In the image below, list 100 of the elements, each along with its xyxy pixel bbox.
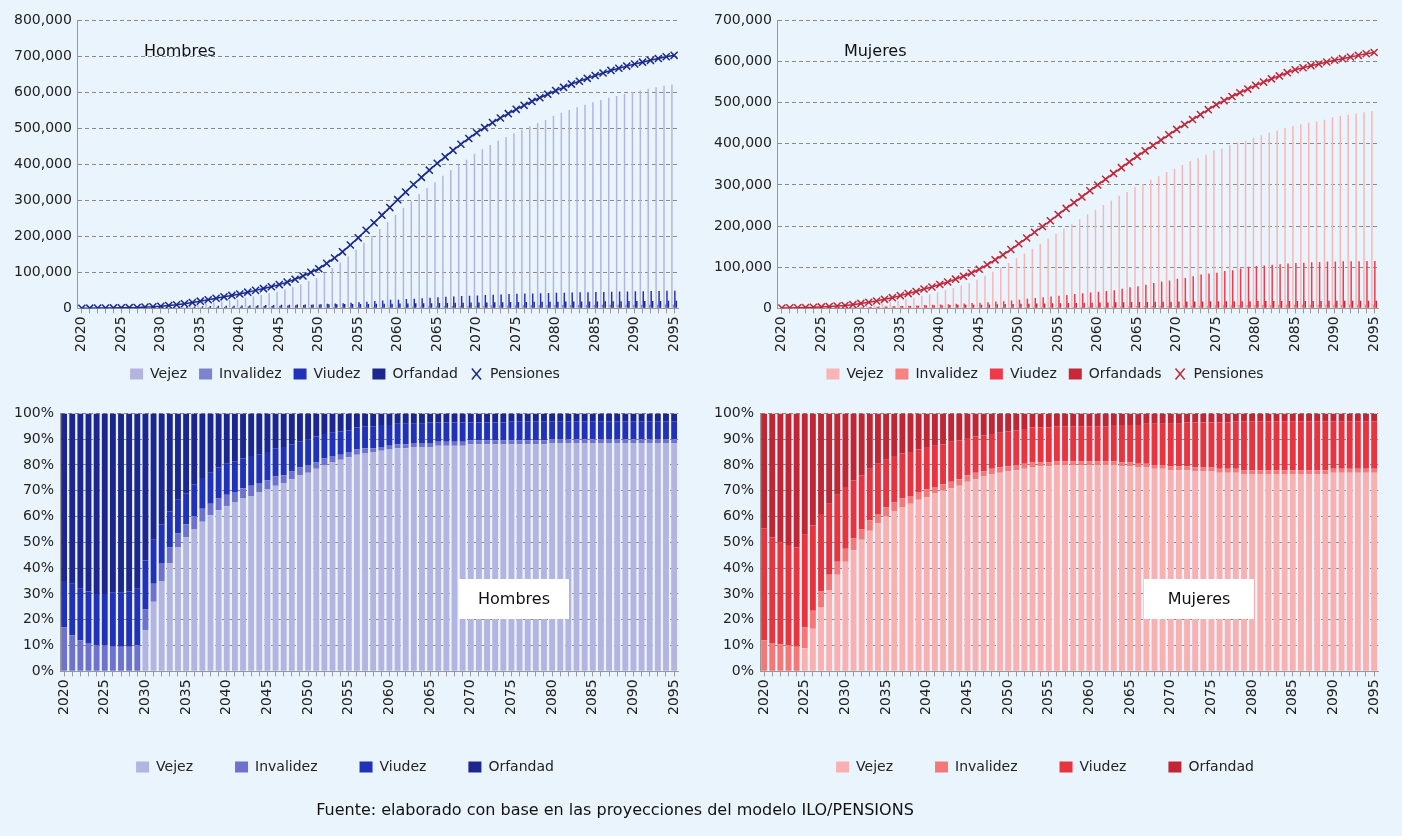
x-tick-label: 2060	[1080, 679, 1097, 716]
y-tick-label: 40%	[22, 558, 55, 575]
x-tick-label: 2065	[427, 316, 444, 353]
y-tick-label: 800,000	[13, 11, 72, 28]
x-tick-label: 2040	[217, 679, 234, 716]
x-tick-label: 2025	[95, 679, 112, 716]
x-tick-label: 2080	[1246, 316, 1263, 353]
x-tick-label: 2055	[348, 316, 365, 353]
y-tick-label: 70%	[22, 481, 55, 498]
x-tick-label: 2095	[1364, 316, 1381, 353]
x-tick-label: 2085	[585, 316, 602, 353]
x-tick-label: 2040	[930, 316, 947, 353]
x-tick-label: 2020	[754, 679, 771, 716]
x-tick-label: 2080	[1242, 679, 1259, 716]
x-tick-label: 2055	[1048, 316, 1065, 353]
y-tick-label: 600,000	[713, 52, 772, 69]
annotation: Mujeres	[843, 41, 907, 61]
y-tick-label: 80%	[722, 455, 755, 472]
x-tick-label: 2095	[664, 679, 681, 716]
annotation: Mujeres	[1144, 579, 1254, 619]
x-tick-label: 2025	[111, 316, 128, 353]
x-tick-label: 2025	[795, 679, 812, 716]
x-tick-label: 2025	[811, 316, 828, 353]
x-tick-label: 2045	[269, 316, 286, 353]
y-tick-label: 700,000	[13, 47, 72, 64]
x-tick-label: 2050	[298, 679, 315, 716]
legend-label: Viudez	[313, 364, 361, 381]
annotation: Hombres	[143, 41, 216, 61]
x-tick-label: 2080	[546, 316, 563, 353]
y-tick-label: 100,000	[13, 263, 72, 280]
x-tick-label: 2070	[1167, 316, 1184, 353]
y-tick-label: 20%	[22, 610, 55, 627]
x-tick-label: 2090	[624, 679, 641, 716]
x-tick-label: 2080	[542, 679, 559, 716]
x-tick-label: 2035	[890, 316, 907, 353]
x-tick-label: 2090	[625, 316, 642, 353]
x-tick-label: 2040	[917, 679, 934, 716]
y-tick-label: 400,000	[713, 134, 772, 151]
y-tick-label: 700,000	[713, 11, 772, 28]
x-tick-label: 2085	[583, 679, 600, 716]
y-tick-label: 80%	[22, 455, 55, 472]
x-tick-label: 2070	[461, 679, 478, 716]
x-tick-label: 2090	[1325, 316, 1342, 353]
y-tick-label: 90%	[22, 429, 55, 446]
x-tick-label: 2060	[388, 316, 405, 353]
x-tick-label: 2075	[506, 316, 523, 353]
x-tick-label: 2075	[502, 679, 519, 716]
legend-label: Vejez	[150, 364, 188, 381]
y-tick-label: 100%	[13, 404, 55, 421]
x-tick-label: 2050	[309, 316, 326, 353]
x-tick-label: 2090	[1324, 679, 1341, 716]
y-tick-label: 300,000	[13, 191, 72, 208]
y-tick-label: 10%	[722, 636, 755, 653]
legend-label: Orfandads	[1088, 364, 1162, 381]
y-tick-label: 0%	[731, 662, 755, 679]
y-tick-label: 30%	[722, 584, 755, 601]
x-tick-label: 2065	[1127, 316, 1144, 353]
x-tick-label: 2055	[1039, 679, 1056, 716]
y-tick-label: 50%	[22, 533, 55, 550]
legend-label: Viudez	[1079, 757, 1127, 774]
x-tick-label: 2030	[136, 679, 153, 716]
y-tick-label: 30%	[22, 584, 55, 601]
x-tick-label: 2020	[54, 679, 71, 716]
y-tick-label: 0	[762, 299, 772, 316]
legend-label: Vejez	[846, 364, 884, 381]
x-tick-label: 2040	[230, 316, 247, 353]
x-tick-label: 2035	[190, 316, 207, 353]
legend-label: Orfandad	[1188, 757, 1254, 774]
legend-label: Viudez	[1009, 364, 1057, 381]
y-tick-label: 300,000	[713, 175, 772, 192]
annotation: Hombres	[459, 579, 569, 619]
x-tick-label: 2095	[664, 316, 681, 353]
y-tick-label: 20%	[722, 610, 755, 627]
x-tick-label: 2070	[467, 316, 484, 353]
x-tick-label: 2045	[969, 316, 986, 353]
legend-label: Invalidez	[915, 364, 978, 381]
x-tick-label: 2085	[1283, 679, 1300, 716]
x-tick-label: 2050	[998, 679, 1015, 716]
x-tick-label: 2065	[420, 679, 437, 716]
y-tick-label: 600,000	[13, 83, 72, 100]
x-tick-label: 2030	[836, 679, 853, 716]
y-tick-label: 40%	[722, 558, 755, 575]
x-tick-label: 2045	[258, 679, 275, 716]
legend-label: Orfandad	[392, 364, 458, 381]
y-tick-label: 500,000	[13, 119, 72, 136]
x-tick-label: 2095	[1364, 679, 1381, 716]
x-tick-label: 2060	[380, 679, 397, 716]
legend-label: Orfandad	[488, 757, 554, 774]
y-tick-label: 90%	[722, 429, 755, 446]
x-tick-label: 2050	[1009, 316, 1026, 353]
y-tick-label: 70%	[722, 481, 755, 498]
x-tick-label: 2035	[176, 679, 193, 716]
y-tick-label: 500,000	[713, 93, 772, 110]
x-tick-label: 2070	[1161, 679, 1178, 716]
y-tick-label: 100%	[713, 404, 755, 421]
y-tick-label: 60%	[722, 507, 755, 524]
legend-label: Invalidez	[955, 757, 1018, 774]
legend-label: Vejez	[156, 757, 194, 774]
legend-label: Invalidez	[255, 757, 318, 774]
y-tick-label: 200,000	[13, 227, 72, 244]
